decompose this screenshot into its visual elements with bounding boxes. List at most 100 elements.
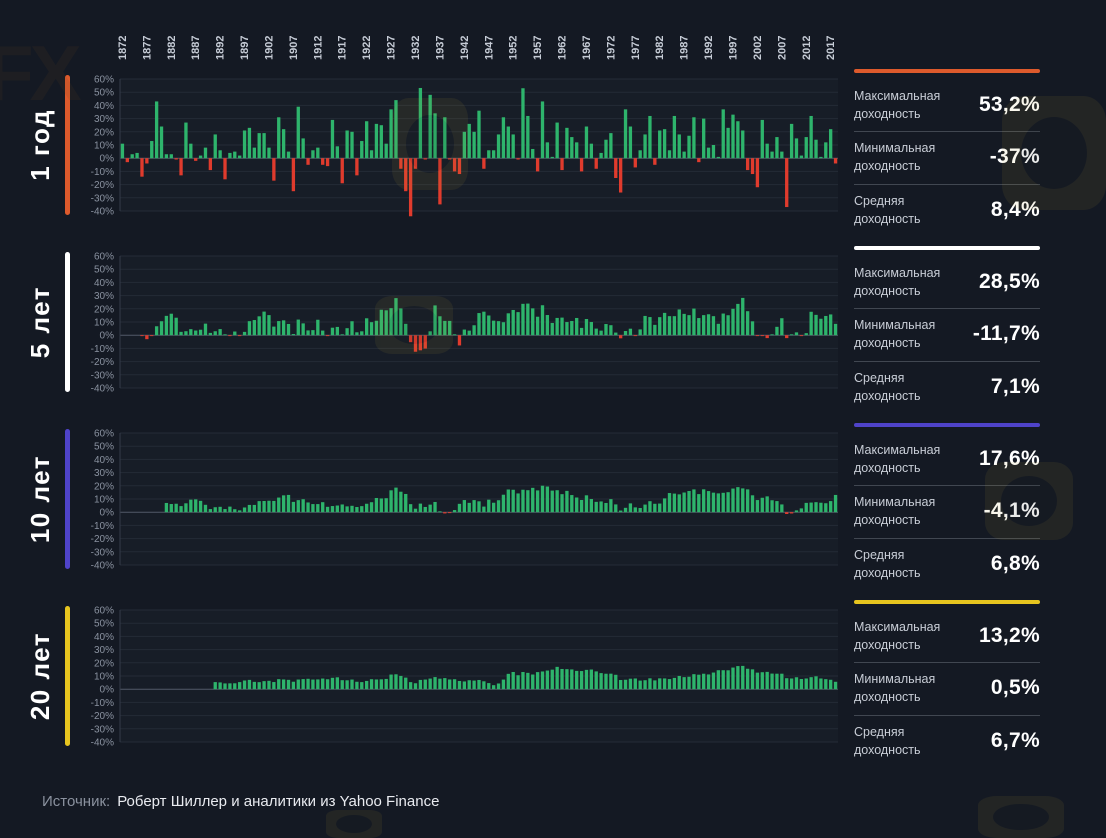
return-bar — [794, 138, 799, 159]
return-bar — [555, 666, 559, 690]
percent-tick-label: -10% — [91, 698, 114, 709]
return-bar — [726, 315, 730, 336]
return-bar — [296, 500, 300, 513]
return-bar — [223, 683, 227, 690]
return-bar — [316, 147, 320, 159]
return-bar — [643, 504, 647, 513]
return-bar — [579, 500, 584, 513]
return-bar — [247, 679, 252, 690]
return-bar — [609, 133, 613, 159]
return-bar — [535, 316, 540, 336]
return-bar — [340, 158, 344, 184]
panel-rail: 1 год — [0, 69, 70, 221]
return-bar — [267, 680, 271, 690]
return-bar — [526, 303, 530, 336]
year-tick-label: 1902 — [264, 36, 276, 60]
return-bar — [614, 332, 618, 336]
return-bar — [648, 501, 652, 513]
return-bar — [829, 314, 833, 336]
return-bar — [340, 504, 344, 513]
return-bar — [638, 329, 642, 336]
return-bar — [159, 321, 164, 336]
chart-cell: 60% 50% 40% 30% 20% 10% 0% -10% -20% -30% -40% — [70, 246, 840, 403]
return-bar — [804, 137, 808, 159]
return-bar — [750, 669, 755, 690]
return-bar — [599, 330, 603, 336]
return-bar — [614, 158, 618, 178]
year-tick-label: 1972 — [605, 36, 617, 60]
return-bar — [267, 315, 271, 336]
holding-period-label: 1 год — [25, 109, 55, 181]
return-bar — [399, 158, 403, 169]
return-bar — [599, 501, 603, 513]
return-bar — [755, 335, 760, 337]
return-bar — [360, 506, 364, 513]
stat-row: Максимальная доходность 13,2% — [854, 611, 1040, 662]
return-bar — [438, 158, 442, 205]
percent-tick-label: -30% — [91, 547, 114, 558]
return-bar — [750, 158, 755, 175]
return-bar — [154, 326, 159, 336]
return-bar — [413, 335, 418, 352]
return-bar — [203, 504, 208, 513]
return-bar — [648, 317, 652, 336]
return-bar — [711, 492, 716, 513]
return-bar — [584, 669, 589, 690]
return-bar — [462, 131, 467, 159]
return-bar — [482, 158, 486, 169]
year-tick-label: 2007 — [776, 36, 788, 60]
return-bar — [321, 502, 325, 513]
return-bar — [824, 503, 828, 513]
return-bar — [277, 497, 281, 513]
return-bar — [599, 152, 603, 159]
return-bar — [662, 129, 667, 159]
return-bar — [311, 679, 315, 690]
return-bar — [223, 334, 227, 336]
return-bar — [545, 486, 550, 513]
percent-tick-label: 50% — [94, 88, 114, 99]
return-bar — [535, 158, 540, 172]
return-bar — [374, 123, 379, 159]
stat-row: Максимальная доходность 28,5% — [854, 257, 1040, 308]
return-bar — [511, 489, 515, 513]
panel-10y: 10 лет 60% 50% 40% 30% 20% 10% 0% -10% -20% -30% -4… — [0, 423, 1106, 600]
stat-value: -11,7% — [972, 322, 1040, 346]
return-bar — [506, 126, 510, 159]
return-bar — [448, 512, 452, 514]
return-bar — [487, 499, 491, 513]
return-bar — [760, 672, 764, 690]
return-bar — [638, 680, 642, 690]
percent-tick-label: 50% — [94, 265, 114, 276]
return-bar — [252, 504, 256, 513]
year-tick-label: 1967 — [581, 36, 593, 60]
return-bar — [672, 115, 677, 159]
stats-block: Максимальная доходность 13,2% Минимальная … — [854, 600, 1040, 767]
return-bar — [325, 506, 330, 513]
return-bar — [472, 500, 476, 513]
return-bar — [140, 335, 144, 337]
stat-row: Средняя доходность 6,7% — [854, 714, 1040, 767]
return-bar — [443, 117, 447, 159]
return-bar — [501, 322, 506, 336]
return-bar — [775, 326, 779, 336]
return-bar — [325, 158, 330, 167]
stat-row: Минимальная доходность -37% — [854, 131, 1040, 183]
return-bar — [174, 503, 178, 513]
return-bar — [389, 674, 393, 690]
return-bar — [628, 503, 633, 513]
return-bar — [770, 673, 774, 690]
return-bar — [506, 313, 510, 336]
return-bar — [589, 143, 593, 159]
return-bar — [682, 677, 686, 690]
return-bar — [491, 320, 496, 336]
return-bar — [789, 512, 794, 514]
return-bar — [404, 323, 408, 336]
return-bar — [350, 321, 354, 336]
return-bar — [257, 133, 261, 159]
return-bar — [174, 158, 178, 160]
return-bar — [692, 117, 696, 159]
percent-tick-label: 40% — [94, 632, 114, 643]
return-bar — [418, 87, 423, 159]
stat-label: Минимальная доходность — [854, 318, 936, 351]
return-bar — [345, 130, 349, 159]
